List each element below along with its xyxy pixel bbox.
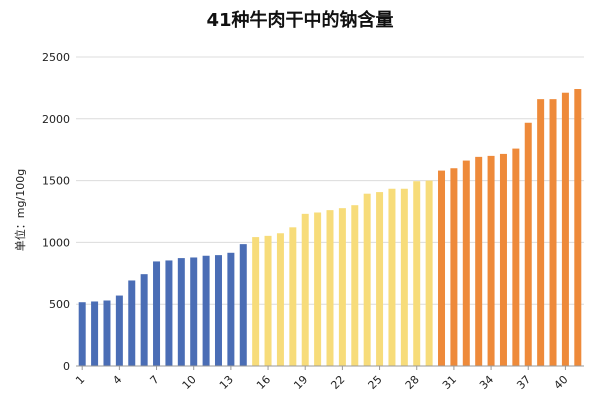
x-tick-label: 19 (291, 373, 310, 392)
bar (450, 168, 458, 366)
x-tick-label: 40 (551, 373, 570, 392)
bar (376, 192, 384, 366)
x-tick-label: 25 (366, 373, 385, 392)
bar (425, 180, 433, 366)
bar (388, 188, 396, 366)
bar (400, 188, 408, 366)
bar (549, 99, 557, 367)
bar (499, 153, 507, 366)
x-tick-label: 4 (110, 373, 124, 387)
chart-title: 41种牛肉干中的钠含量 (206, 10, 394, 31)
bar (276, 233, 284, 366)
bar (190, 257, 198, 366)
y-tick-label: 0 (63, 360, 70, 373)
x-tick-label: 16 (254, 373, 273, 392)
bar (475, 156, 483, 366)
bar (438, 170, 446, 366)
bar (78, 302, 86, 366)
bar (128, 280, 136, 366)
x-tick-label: 34 (477, 373, 496, 392)
y-tick-label: 2500 (42, 51, 70, 64)
bar (252, 237, 260, 366)
bar (91, 301, 99, 366)
bar (537, 99, 545, 367)
bar (239, 244, 247, 366)
bar (524, 122, 532, 366)
bar (202, 255, 210, 366)
bar (115, 295, 123, 366)
bar (165, 260, 173, 366)
bar (561, 92, 569, 366)
bar (351, 205, 359, 366)
bar (326, 210, 334, 366)
bar (462, 160, 470, 366)
y-tick-label: 1000 (42, 236, 70, 249)
bar (413, 181, 421, 366)
bar (314, 212, 322, 366)
bar (487, 155, 495, 366)
bar (153, 261, 161, 366)
x-tick-label: 10 (180, 373, 199, 392)
x-tick-label: 13 (217, 373, 236, 392)
x-tick-label: 37 (514, 373, 533, 392)
bar (363, 193, 371, 366)
bar (214, 255, 222, 366)
x-tick-label: 7 (148, 373, 162, 387)
bar (289, 227, 297, 366)
bar (264, 235, 272, 366)
x-tick-label: 31 (440, 373, 459, 392)
bar (140, 274, 148, 366)
bar (177, 258, 185, 366)
bar (512, 148, 520, 366)
x-tick-label: 28 (403, 373, 422, 392)
bar (301, 213, 309, 366)
bar (227, 252, 235, 366)
bar (338, 208, 346, 366)
y-tick-label: 2000 (42, 113, 70, 126)
y-tick-label: 1500 (42, 175, 70, 188)
x-tick-label: 22 (328, 373, 347, 392)
x-tick-label: 1 (73, 373, 87, 387)
bar (574, 89, 582, 367)
y-tick-label: 500 (49, 298, 70, 311)
bar (103, 300, 111, 366)
